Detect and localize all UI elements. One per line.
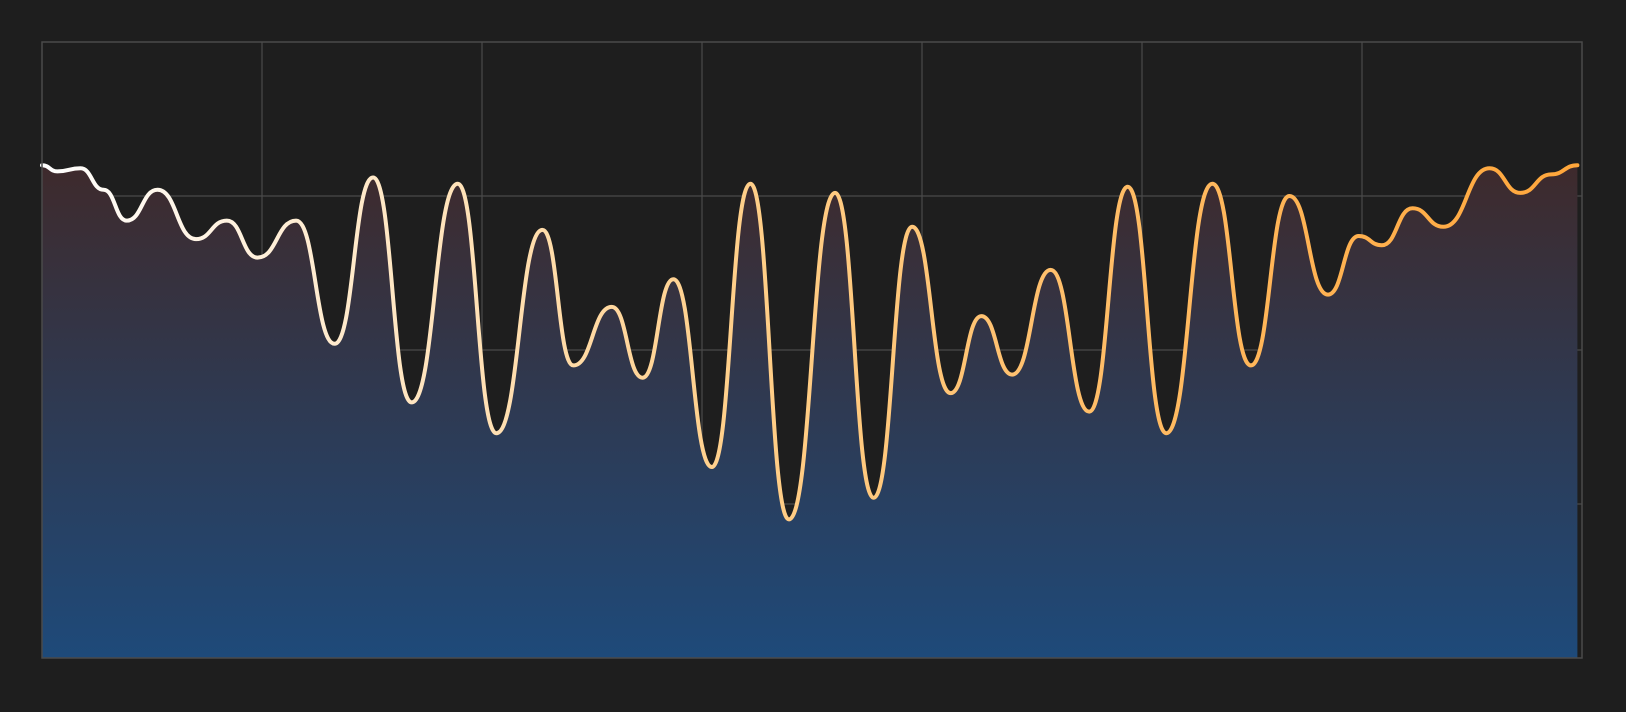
series-line — [40, 163, 1580, 522]
plot-frame — [41, 41, 1583, 659]
